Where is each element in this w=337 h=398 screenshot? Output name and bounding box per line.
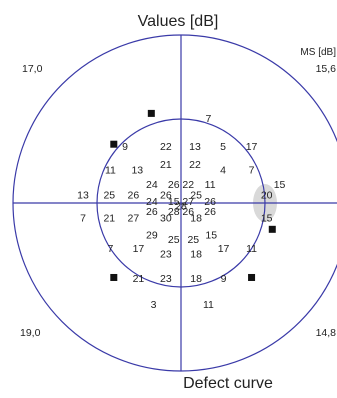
sensitivity-value: 25 bbox=[103, 190, 115, 202]
sensitivity-value: 13 bbox=[131, 165, 143, 177]
defect-marker bbox=[268, 225, 276, 233]
sensitivity-value: 25 bbox=[168, 234, 180, 246]
sensitivity-value: 21 bbox=[160, 159, 172, 171]
sensitivity-value: 20 bbox=[261, 190, 273, 202]
sensitivity-value: 28 bbox=[168, 206, 180, 218]
chart-footer: Defect curve bbox=[183, 375, 273, 392]
sensitivity-value: 11 bbox=[203, 299, 214, 311]
sensitivity-value: 11 bbox=[105, 165, 116, 177]
sensitivity-value: 18 bbox=[190, 273, 202, 285]
sensitivity-value: 11 bbox=[205, 179, 216, 191]
ms-label: MS [dB] bbox=[300, 47, 336, 58]
sensitivity-value: 17 bbox=[218, 243, 230, 255]
sensitivity-value: 26 bbox=[128, 190, 140, 202]
sensitivity-value: 26 bbox=[182, 206, 194, 218]
sensitivity-value: 15 bbox=[261, 213, 273, 225]
sensitivity-value: 21 bbox=[103, 213, 115, 225]
sensitivity-value: 26 bbox=[146, 206, 158, 218]
sensitivity-value: 28 bbox=[175, 200, 187, 212]
sensitivity-value: 26 bbox=[168, 179, 180, 191]
sensitivity-value: 11 bbox=[246, 243, 257, 255]
sensitivity-value: 4 bbox=[220, 165, 226, 177]
sensitivity-value: 3 bbox=[151, 299, 157, 311]
sensitivity-value: 13 bbox=[77, 190, 89, 202]
sensitivity-value: 15 bbox=[168, 196, 180, 208]
ms-upper-right: 15,6 bbox=[316, 63, 337, 75]
sensitivity-value: 29 bbox=[146, 229, 158, 241]
sensitivity-value: 15 bbox=[205, 229, 217, 241]
defect-marker bbox=[110, 273, 118, 281]
sensitivity-value: 25 bbox=[187, 234, 199, 246]
sensitivity-value: 22 bbox=[189, 159, 201, 171]
sensitivity-value: 26 bbox=[204, 206, 216, 218]
sensitivity-value: 9 bbox=[221, 273, 227, 285]
sensitivity-value: 18 bbox=[190, 213, 202, 225]
sensitivity-value: 9 bbox=[122, 141, 128, 153]
sensitivity-value: 22 bbox=[182, 179, 194, 191]
sensitivity-value: 13 bbox=[189, 141, 201, 153]
chart-title: Values [dB] bbox=[138, 13, 219, 30]
defect-marker bbox=[147, 109, 155, 117]
ms-lower-left: 19,0 bbox=[20, 327, 41, 339]
sensitivity-value: 21 bbox=[133, 273, 145, 285]
sensitivity-value: 7 bbox=[108, 243, 114, 255]
sensitivity-value: 27 bbox=[128, 213, 140, 225]
sensitivity-value: 23 bbox=[160, 249, 172, 261]
sensitivity-value: 25 bbox=[190, 190, 202, 202]
ms-lower-right: 14,8 bbox=[316, 327, 337, 339]
sensitivity-value: 15 bbox=[274, 179, 286, 191]
sensitivity-value: 22 bbox=[160, 141, 172, 153]
sensitivity-value: 7 bbox=[249, 165, 255, 177]
sensitivity-value: 26 bbox=[204, 196, 216, 208]
sensitivity-value: 7 bbox=[206, 113, 212, 125]
sensitivity-value: 18 bbox=[190, 249, 202, 261]
sensitivity-value: 17 bbox=[133, 243, 145, 255]
sensitivity-value: 24 bbox=[146, 196, 158, 208]
sensitivity-value: 26 bbox=[160, 190, 172, 202]
sensitivity-value: 27 bbox=[182, 196, 194, 208]
sensitivity-value: 30 bbox=[160, 213, 172, 225]
sensitivity-value: 7 bbox=[80, 213, 86, 225]
defect-marker bbox=[110, 140, 118, 148]
sensitivity-value: 17 bbox=[246, 141, 258, 153]
sensitivity-value: 24 bbox=[146, 179, 158, 191]
defect-marker bbox=[248, 273, 256, 281]
sensitivity-value: 23 bbox=[160, 273, 172, 285]
sensitivity-value: 5 bbox=[220, 141, 226, 153]
ms-upper-left: 17,0 bbox=[22, 63, 43, 75]
